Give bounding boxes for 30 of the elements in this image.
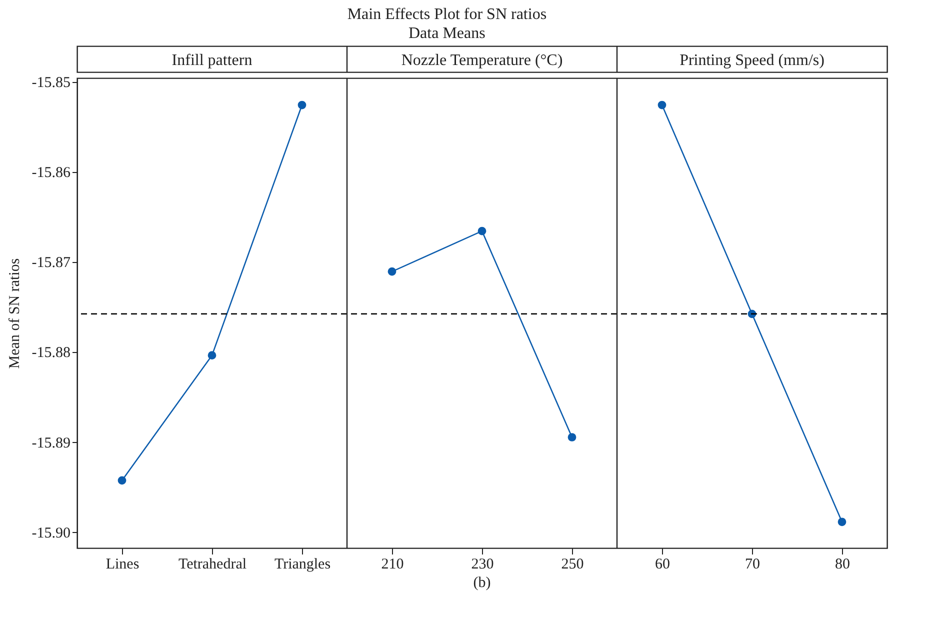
point [118,476,126,485]
point [298,100,306,110]
x-tick-label: 250 [561,556,584,572]
y-tick-label: -15.86 [32,165,71,182]
y-tick-label: -15.88 [32,345,70,362]
x-tick-label: Tetrahedral [178,556,247,572]
x-tick-label: Lines [106,556,140,572]
point [388,267,396,276]
point [478,226,486,236]
chart-subtitle: Data Means [408,24,486,42]
chart-title: Main Effects Plot for SN ratios [347,6,547,23]
text: (b) [473,575,491,591]
x-tick-label: Triangles [274,556,331,572]
point [838,518,846,526]
text: Nozzle Temperature (°C) [401,52,563,69]
y-tick-label: -15.90 [32,525,70,542]
text: Printing Speed (mm/s) [680,52,824,69]
x-tick-label: 70 [745,556,760,572]
y-axis-title: Mean of SN ratios [6,258,23,369]
point [568,433,576,442]
y-tick-label: -15.85 [32,75,70,92]
x-tick-label: 60 [655,556,670,572]
x-tick-label: 210 [381,556,404,572]
y-tick-label: -15.87 [32,255,71,272]
point [208,351,216,360]
x-tick-label: 230 [471,556,494,572]
point [658,100,666,110]
x-tick-label: 80 [835,556,850,572]
y-tick-label: -15.89 [32,435,70,452]
text: Infill pattern [172,52,252,69]
